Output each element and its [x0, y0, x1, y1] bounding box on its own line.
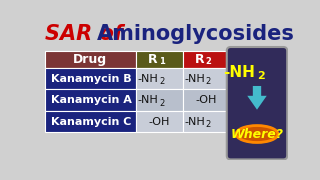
Text: 2: 2	[206, 120, 211, 129]
Text: -OH: -OH	[195, 95, 217, 105]
FancyBboxPatch shape	[45, 68, 136, 89]
FancyBboxPatch shape	[45, 89, 136, 111]
FancyArrowPatch shape	[247, 86, 267, 110]
FancyBboxPatch shape	[45, 111, 136, 132]
FancyBboxPatch shape	[183, 111, 229, 132]
Text: -NH: -NH	[138, 74, 159, 84]
FancyBboxPatch shape	[183, 51, 229, 68]
Text: Drug: Drug	[73, 53, 108, 66]
Text: 1: 1	[159, 57, 164, 66]
Text: Kanamycin C: Kanamycin C	[51, 117, 131, 127]
Text: -NH: -NH	[224, 65, 255, 80]
Text: R: R	[148, 53, 158, 66]
Text: R: R	[195, 53, 204, 66]
Text: 2: 2	[206, 77, 211, 86]
FancyBboxPatch shape	[183, 89, 229, 111]
FancyBboxPatch shape	[136, 68, 183, 89]
Text: -NH: -NH	[138, 95, 159, 105]
FancyBboxPatch shape	[45, 51, 136, 68]
FancyBboxPatch shape	[227, 47, 287, 159]
FancyBboxPatch shape	[183, 68, 229, 89]
Ellipse shape	[236, 125, 278, 143]
Text: Kanamycin B: Kanamycin B	[51, 74, 132, 84]
Text: SAR of: SAR of	[45, 24, 130, 44]
FancyBboxPatch shape	[136, 51, 183, 68]
FancyBboxPatch shape	[136, 111, 183, 132]
Text: 2: 2	[257, 71, 265, 81]
Text: 2: 2	[205, 57, 211, 66]
FancyBboxPatch shape	[136, 89, 183, 111]
Text: Aminoglycosides: Aminoglycosides	[97, 24, 295, 44]
Text: 2: 2	[159, 99, 164, 108]
Text: Kanamycin A: Kanamycin A	[51, 95, 132, 105]
Text: Where?: Where?	[230, 127, 284, 141]
Text: -OH: -OH	[149, 117, 170, 127]
Text: -NH: -NH	[184, 117, 205, 127]
Text: -NH: -NH	[184, 74, 205, 84]
Text: 2: 2	[159, 77, 164, 86]
